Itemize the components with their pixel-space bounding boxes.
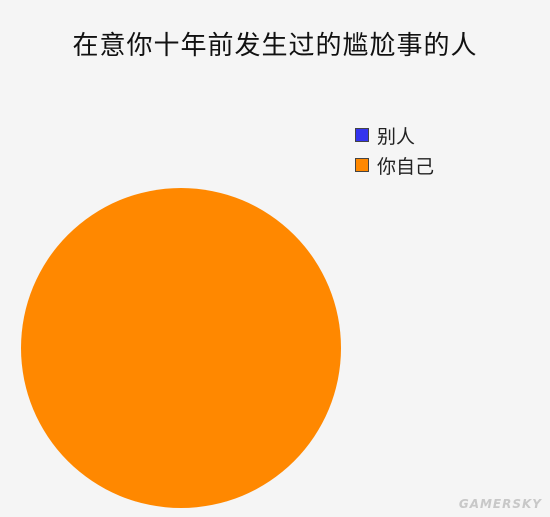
legend-item-yourself: 你自己	[355, 150, 434, 180]
legend-swatch-yourself	[355, 158, 369, 172]
pie-slice-yourself	[21, 188, 341, 508]
legend: 别人 你自己	[355, 120, 434, 180]
chart-title: 在意你十年前发生过的尴尬事的人	[72, 31, 478, 61]
legend-label-others: 别人	[377, 125, 416, 148]
legend-item-others: 别人	[355, 120, 434, 150]
watermark: GAMERSKY	[458, 497, 542, 511]
legend-label-yourself: 你自己	[377, 155, 435, 178]
legend-swatch-others	[355, 128, 369, 142]
